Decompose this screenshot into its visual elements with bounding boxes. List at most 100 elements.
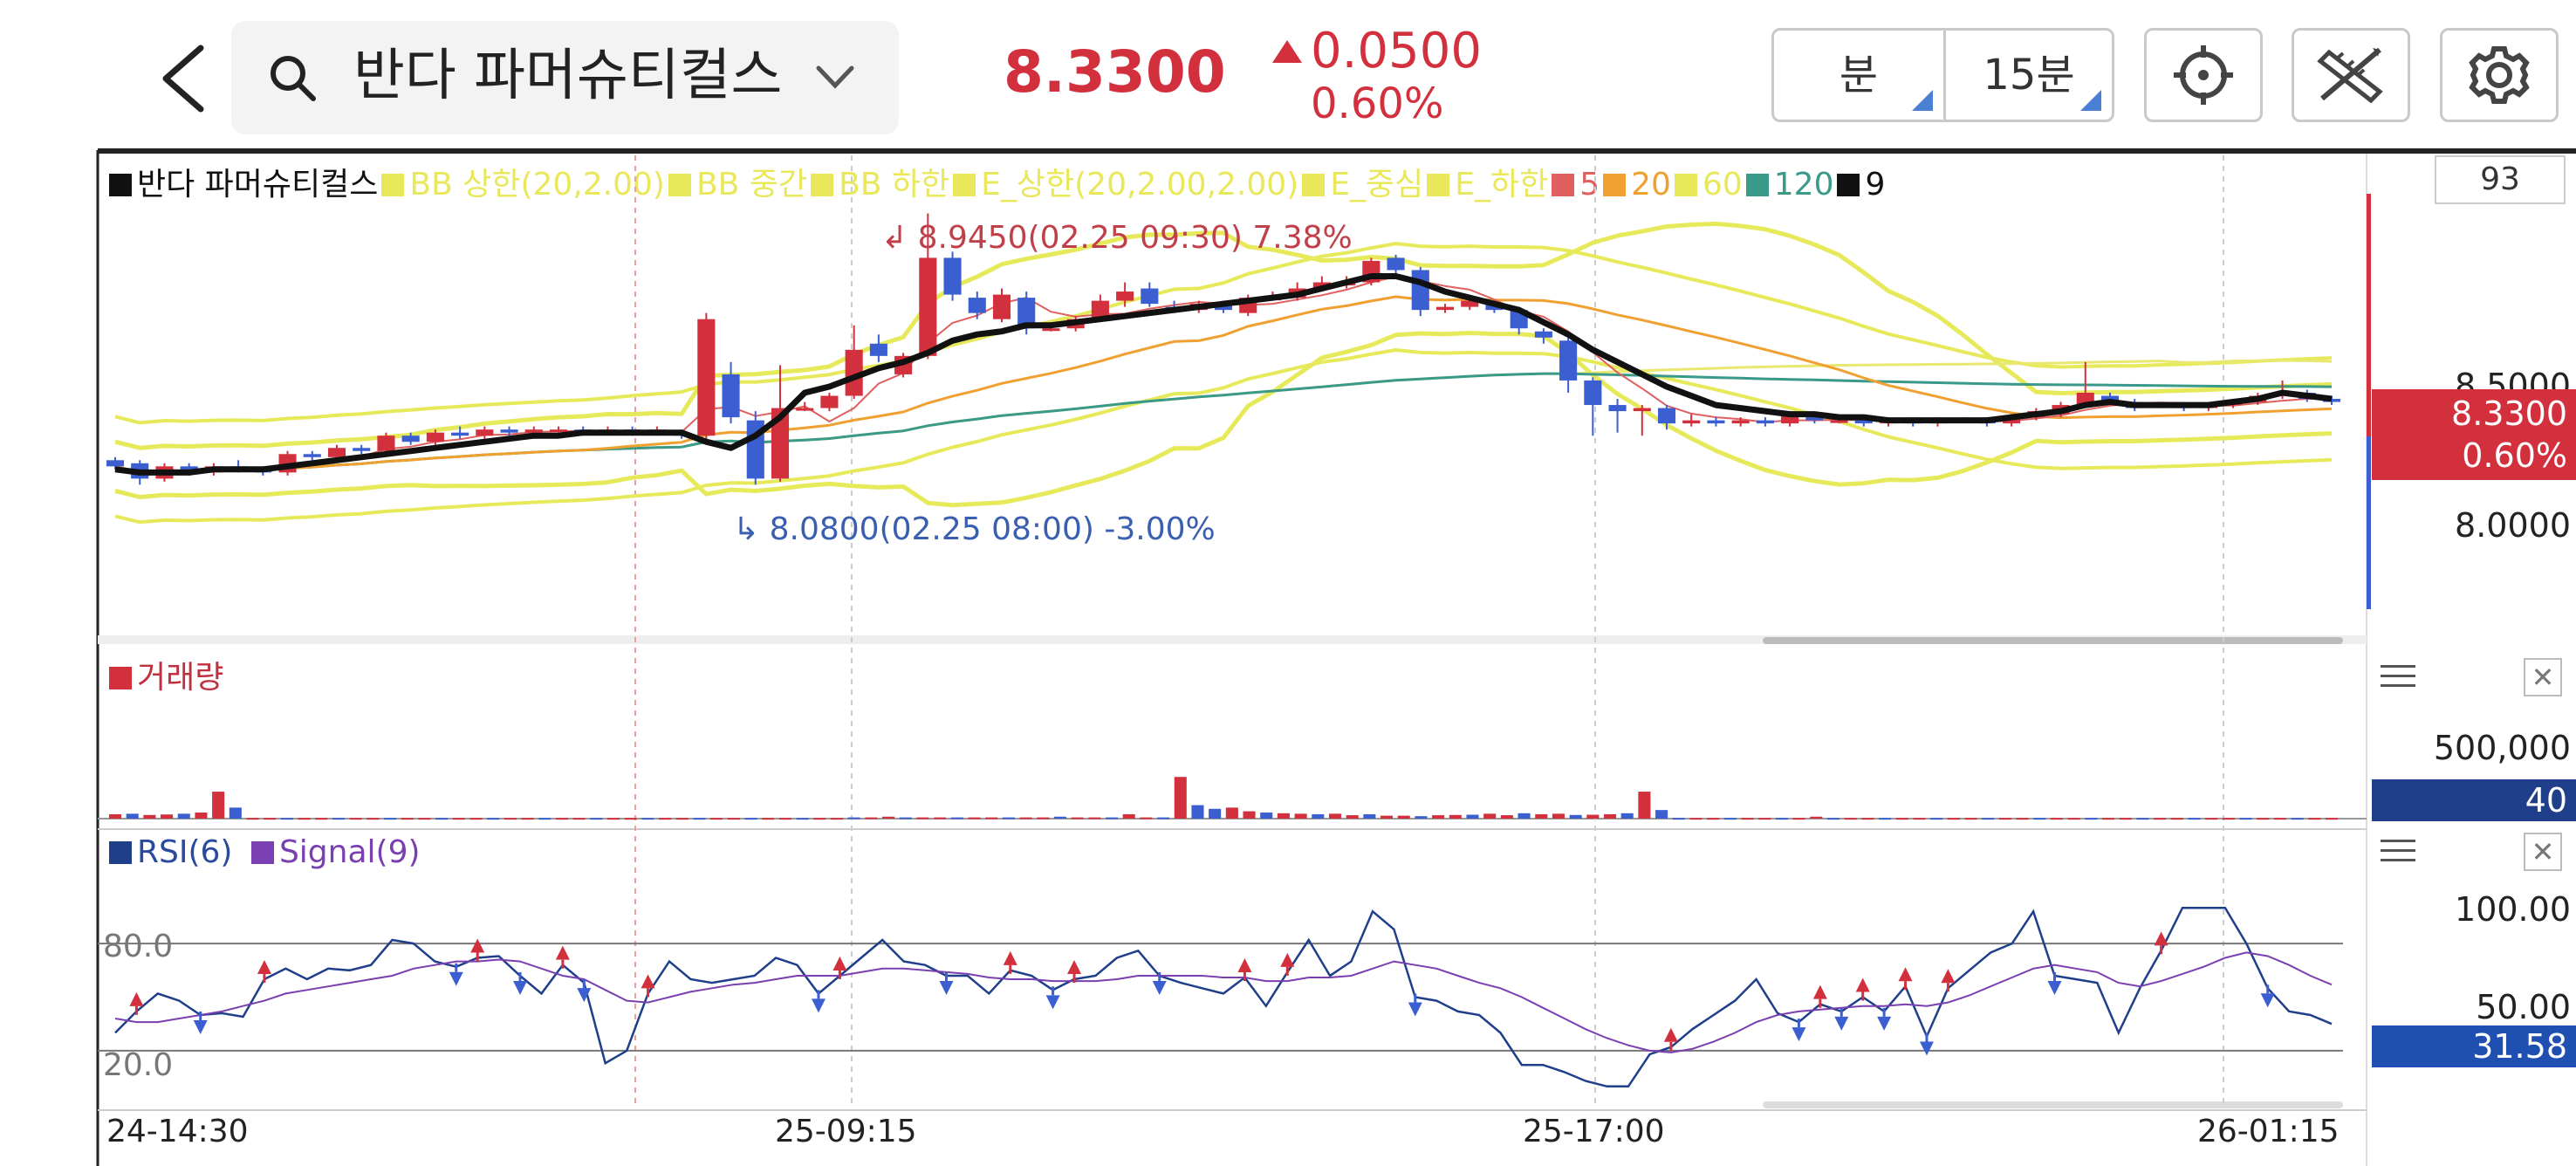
volume-bar — [108, 813, 122, 819]
buy-arrow-icon — [257, 960, 271, 975]
volume-close-icon[interactable]: ✕ — [2524, 658, 2562, 696]
candle-body — [180, 466, 198, 473]
volume-bar — [1140, 817, 1153, 820]
rsi-close-icon[interactable]: ✕ — [2524, 833, 2562, 871]
sell-arrow-icon — [1152, 980, 1167, 995]
volume-bar — [504, 818, 517, 820]
sell-arrow-icon — [2260, 993, 2275, 1008]
settings-icon — [2469, 46, 2530, 104]
candle-body — [1731, 420, 1750, 424]
candle-body — [377, 436, 395, 451]
price-tag-value: 8.3300 — [2451, 394, 2567, 433]
volume-bar — [2308, 818, 2321, 820]
volume-bar — [521, 818, 534, 820]
buy-arrow-icon — [1280, 952, 1295, 967]
volume-bar — [1689, 818, 1702, 820]
buy-arrow-icon — [1663, 1027, 1678, 1042]
volume-bar — [1826, 818, 1840, 820]
dropdown-corner-icon — [1912, 90, 1933, 111]
volume-bar — [229, 807, 242, 819]
back-button[interactable] — [148, 35, 227, 122]
candle-body — [1534, 331, 1552, 338]
price-change: 0.0500 — [1311, 23, 1482, 79]
scrollbar — [1763, 637, 2343, 644]
legend-label: E_중심 — [1330, 167, 1424, 202]
candle-body — [327, 448, 346, 457]
candle-body — [796, 408, 814, 411]
legend-item: 20 — [1603, 163, 1671, 207]
volume-bar — [693, 818, 706, 820]
volume-bar — [1620, 813, 1634, 819]
volume-bar — [1380, 815, 1394, 819]
buy-arrow-icon — [555, 945, 570, 960]
candle-body — [1141, 288, 1159, 305]
candle-body — [1657, 408, 1676, 424]
candle-body — [1756, 420, 1774, 424]
interval-select-button[interactable]: 15분 — [1943, 28, 2114, 122]
scrollbar — [1763, 1101, 2343, 1108]
legend-label: E_상한(20,2.00,2.00) — [981, 167, 1299, 202]
rsi-tag: 31.58 — [2372, 1025, 2576, 1067]
volume-bar — [1844, 818, 1857, 820]
rsi-panel-title: RSI(6) Signal(9) — [109, 831, 421, 874]
drawing-tools-button[interactable] — [2292, 28, 2410, 122]
sell-arrow-icon — [2047, 980, 2062, 995]
volume-bar — [280, 818, 293, 820]
candle-body — [1830, 420, 1848, 423]
volume-bar — [1792, 818, 1805, 820]
sell-arrow-icon — [1408, 1002, 1422, 1017]
volume-bar — [727, 818, 740, 820]
price-tag-percent: 0.60% — [2462, 436, 2567, 475]
rsi-title-text: RSI(6) — [137, 834, 233, 870]
legend-swatch — [1603, 174, 1627, 196]
stock-search-box[interactable]: 반다 파머슈티컬스 — [231, 21, 899, 134]
volume-bar — [2016, 818, 2029, 820]
volume-bar — [212, 792, 225, 819]
candle-body — [476, 429, 494, 436]
volume-bar — [349, 818, 362, 820]
volume-bar — [1552, 813, 1565, 819]
volume-bar — [1346, 815, 1359, 819]
volume-bar — [2033, 818, 2046, 820]
buy-arrow-icon — [1237, 958, 1252, 972]
legend-swatch — [668, 174, 691, 196]
volume-bar — [2101, 818, 2115, 820]
sell-arrow-icon — [449, 971, 463, 986]
dropdown-corner-icon — [2080, 90, 2101, 111]
legend-swatch — [1745, 174, 1769, 196]
volume-bar — [2273, 818, 2286, 820]
candle-body — [1559, 340, 1578, 381]
volume-bar — [1672, 818, 1685, 820]
candle-body — [722, 374, 740, 418]
rsi-menu-icon[interactable] — [2381, 840, 2415, 866]
volume-bar — [762, 818, 775, 820]
price-range-bar — [2367, 436, 2371, 609]
settings-button[interactable] — [2440, 28, 2559, 122]
volume-bar — [1415, 816, 1428, 819]
volume-bar — [2222, 818, 2235, 820]
candle-body — [1435, 306, 1455, 311]
legend-label: 60 — [1702, 167, 1743, 202]
sell-arrow-icon — [1834, 1016, 1849, 1031]
volume-bar — [2050, 818, 2063, 820]
volume-bar — [315, 818, 328, 820]
candle-count-box[interactable]: 93 — [2435, 155, 2566, 204]
rsi-level-low-label: 20.0 — [103, 1047, 174, 1083]
buy-arrow-icon — [1003, 950, 1017, 965]
candle-body — [1116, 292, 1134, 301]
buy-arrow-icon — [2154, 931, 2168, 946]
buy-arrow-icon — [1941, 969, 1956, 984]
volume-bar — [1037, 817, 1050, 820]
legend-label: 9 — [1865, 167, 1886, 202]
volume-bar — [177, 813, 190, 819]
volume-bar — [882, 816, 895, 819]
volume-bar — [572, 818, 586, 820]
crosshair-button[interactable] — [2144, 28, 2263, 122]
volume-menu-icon[interactable] — [2381, 665, 2415, 691]
legend-item: BB 중간 — [668, 163, 807, 207]
signal-line — [114, 951, 2333, 1053]
volume-bar — [1312, 813, 1325, 819]
sell-arrow-icon — [577, 988, 592, 1003]
candle-body — [500, 429, 518, 433]
